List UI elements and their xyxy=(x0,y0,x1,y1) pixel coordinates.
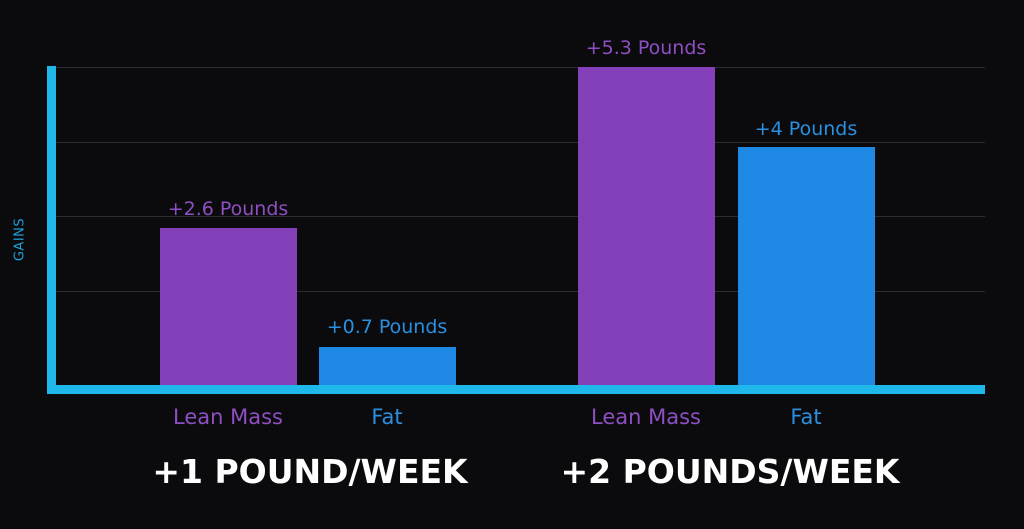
group-label-2: +2 POUNDS/WEEK xyxy=(560,452,900,491)
category-label-lean-mass-1: Lean Mass xyxy=(173,405,283,429)
bar-lean-mass-1 xyxy=(160,228,297,386)
value-label-fat-1: +0.7 Pounds xyxy=(326,316,448,338)
gridline xyxy=(56,67,985,68)
category-label-lean-mass-2: Lean Mass xyxy=(591,405,701,429)
gridline xyxy=(56,216,985,217)
gridline xyxy=(56,142,985,143)
y-axis-label: GAINS xyxy=(12,217,28,262)
value-label-fat-2: +4 Pounds xyxy=(754,118,858,140)
bar-fat-1 xyxy=(319,347,456,386)
bar-fat-2 xyxy=(738,147,875,386)
category-label-fat-1: Fat xyxy=(371,405,403,429)
y-axis xyxy=(47,66,56,394)
value-label-lean-mass-1: +2.6 Pounds xyxy=(167,198,289,220)
x-axis xyxy=(47,385,985,394)
value-label-lean-mass-2: +5.3 Pounds xyxy=(585,37,707,59)
category-label-fat-2: Fat xyxy=(790,405,822,429)
group-label-1: +1 POUND/WEEK xyxy=(152,452,468,491)
gridline xyxy=(56,291,985,292)
bar-lean-mass-2 xyxy=(578,67,715,386)
